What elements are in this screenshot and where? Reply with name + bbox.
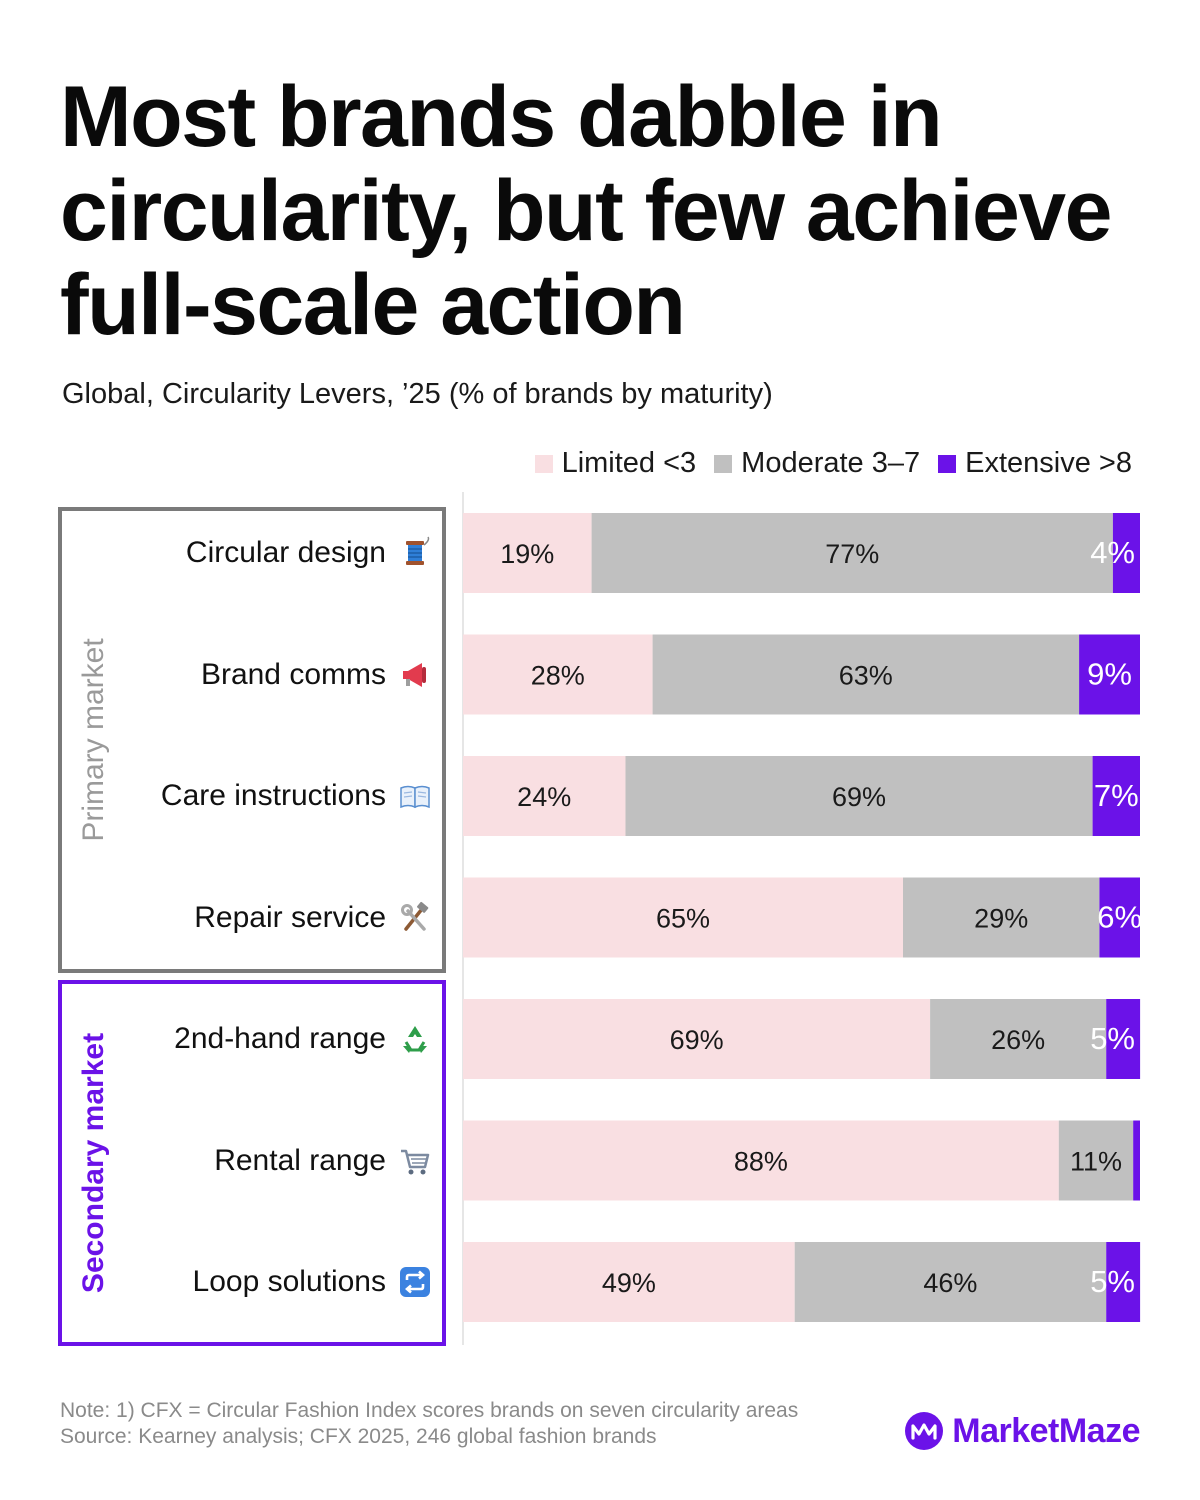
source-text: Source: Kearney analysis; CFX 2025, 246 …	[60, 1425, 657, 1448]
data-label: 9%	[1087, 657, 1132, 692]
page-title: Most brands dabble in circularity, but f…	[60, 69, 1112, 353]
bar-segment	[1106, 999, 1141, 1079]
row-label-text: Circular design	[185, 536, 386, 569]
row-label-text: Repair service	[194, 900, 386, 934]
legend-swatch-extensive	[938, 454, 957, 473]
bar-segment	[1058, 1120, 1134, 1201]
legend-label-extensive: Extensive >8	[965, 447, 1132, 479]
megaphone-icon	[403, 662, 426, 687]
legend-swatch-limited	[534, 454, 553, 473]
data-label: 28%	[531, 661, 585, 691]
row-label-text: Rental range	[214, 1143, 386, 1177]
bar-segment	[591, 513, 1113, 593]
data-label: 29%	[974, 904, 1028, 934]
brand-name: MarketMaze	[952, 1411, 1140, 1450]
bar-segment	[463, 1120, 1059, 1201]
data-label: 46%	[923, 1268, 977, 1298]
bar-segment	[652, 634, 1080, 715]
row-label: Brand comms	[201, 655, 432, 695]
data-label: 69%	[832, 782, 886, 812]
data-label: 63%	[839, 661, 893, 691]
chart-legend: Limited <3 Moderate 3–7 Extensive >8	[517, 447, 1132, 480]
data-label: 69%	[670, 1025, 724, 1055]
data-label: 49%	[602, 1268, 656, 1298]
legend-label-moderate: Moderate 3–7	[741, 447, 921, 479]
bar-segment	[1092, 756, 1140, 836]
data-label: 24%	[517, 782, 571, 812]
row-label-text: Care instructions	[160, 779, 386, 812]
chart-subtitle: Global, Circularity Levers, ’25 (% of br…	[62, 378, 773, 410]
row-label: Repair service	[194, 898, 432, 938]
bar-segment	[625, 756, 1093, 836]
bar-segment	[463, 877, 904, 958]
data-label: 7%	[1094, 778, 1139, 813]
row-label: 2nd-hand range	[174, 1019, 432, 1059]
bar-segment	[463, 999, 931, 1079]
recycle-icon	[403, 1026, 427, 1053]
data-label: 5%	[1090, 1264, 1135, 1299]
bar-segment	[1079, 634, 1140, 715]
bar-segment	[903, 877, 1100, 958]
secondary-market-frame	[58, 980, 446, 1346]
thread-spool-icon	[406, 536, 430, 565]
legend-item-limited: Limited <3	[534, 447, 697, 480]
data-label: 77%	[825, 539, 879, 569]
row-label-text: 2nd-hand range	[174, 1022, 386, 1055]
row-label: Rental range	[214, 1141, 432, 1181]
data-label: 6%	[1097, 900, 1142, 935]
row-label: Circular design	[186, 533, 432, 573]
chart-footnote: Note: 1) CFX = Circular Fashion Index sc…	[60, 1398, 798, 1450]
open-book-icon	[400, 785, 430, 809]
bar-segment	[463, 756, 626, 836]
note-text: Note: 1) CFX = Circular Fashion Index sc…	[60, 1399, 799, 1422]
legend-swatch-moderate	[714, 454, 733, 473]
legend-item-extensive: Extensive >8	[938, 447, 1132, 480]
row-label: Care instructions	[161, 776, 432, 816]
bar-segment	[1099, 877, 1140, 958]
hammer-wrench-icon	[401, 901, 429, 931]
shopping-cart-icon	[401, 1149, 430, 1174]
bar-segment	[930, 999, 1107, 1079]
bar-segment	[1112, 513, 1140, 593]
repeat-arrows-icon	[400, 1267, 430, 1297]
data-label: 11%	[1070, 1147, 1122, 1177]
bar-segment	[463, 634, 653, 715]
primary-market-frame	[58, 507, 446, 973]
bar-segment	[794, 1242, 1107, 1322]
bar-segment	[463, 513, 592, 593]
bar-segment	[1106, 1242, 1141, 1322]
data-label: 4%	[1090, 535, 1135, 570]
data-label: 26%	[991, 1025, 1045, 1055]
data-label: 65%	[656, 904, 710, 934]
row-label: Loop solutions	[193, 1262, 432, 1302]
row-label-text: Brand comms	[200, 657, 386, 691]
row-label-text: Loop solutions	[192, 1265, 386, 1298]
brand-logo: MarketMaze	[904, 1411, 1140, 1451]
data-label: 19%	[500, 539, 554, 569]
legend-label-limited: Limited <3	[561, 447, 697, 479]
marketmaze-logo-icon	[905, 1412, 944, 1450]
bar-segment	[1133, 1120, 1140, 1201]
legend-item-moderate: Moderate 3–7	[714, 447, 920, 480]
data-label: 88%	[734, 1147, 788, 1177]
data-label: 5%	[1090, 1021, 1135, 1056]
bar-segment	[463, 1242, 795, 1322]
